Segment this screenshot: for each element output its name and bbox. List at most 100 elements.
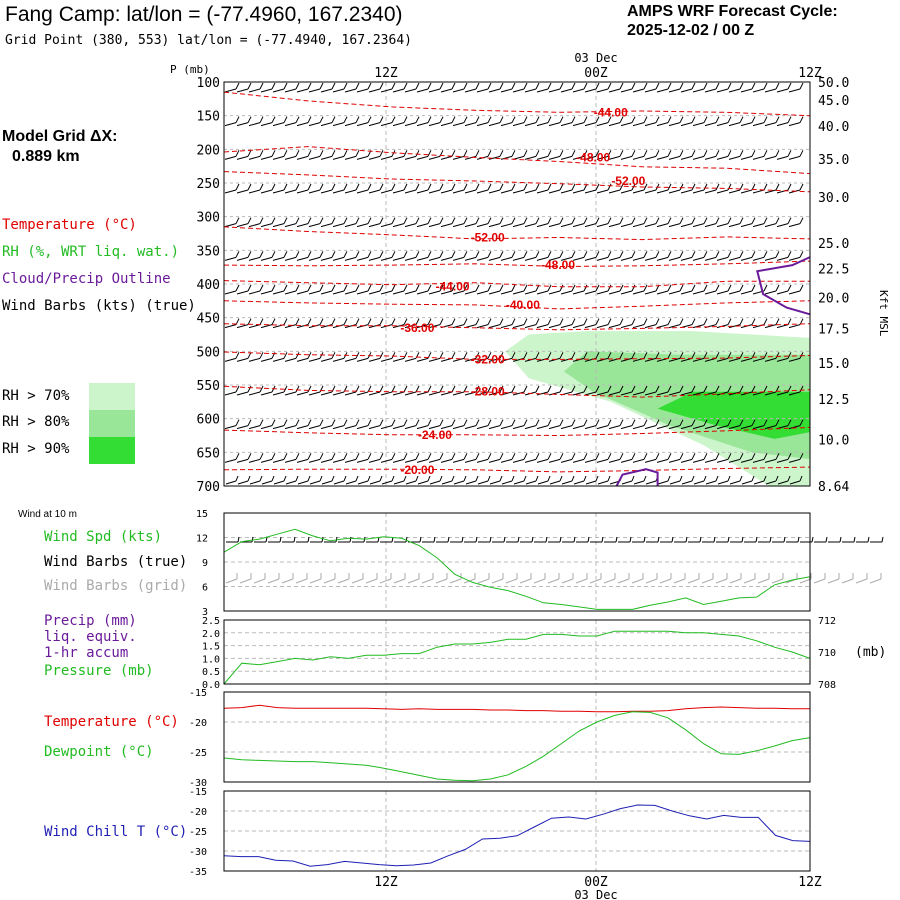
barb-flag — [439, 284, 444, 292]
upper-wind-barb — [332, 251, 348, 261]
forecast-cycle-label: AMPS WRF Forecast Cycle: — [627, 3, 838, 20]
barb-staff — [512, 122, 525, 127]
upper-wind-barb — [476, 251, 492, 261]
upper-wind-barb — [512, 453, 528, 463]
barb-staff — [440, 256, 453, 261]
barb-staff — [476, 122, 489, 127]
upper-wind-barb — [380, 453, 396, 463]
upper-wind-barb — [308, 217, 324, 228]
upper-wind-barb — [464, 352, 480, 362]
barb-staff — [464, 155, 477, 160]
upper-wind-barb — [572, 385, 588, 396]
barb-flag — [523, 419, 528, 426]
barb-staff — [693, 480, 705, 485]
barb-flag — [583, 150, 588, 157]
barb-staff — [596, 122, 609, 127]
barb-staff — [608, 290, 621, 295]
wind10m-barb-true — [562, 536, 576, 543]
barb-staff — [596, 357, 609, 362]
barb-flag — [295, 318, 300, 325]
barb-flag — [595, 385, 600, 393]
barb-staff — [596, 155, 609, 160]
upper-wind-barb — [248, 116, 264, 127]
barb-flag — [751, 475, 755, 482]
barb-staff — [788, 357, 801, 362]
upper-wind-barb — [332, 453, 348, 463]
upper-wind-barb — [224, 352, 240, 362]
barb-flag — [535, 150, 540, 157]
upper-wind-barb — [668, 284, 684, 295]
upper-wind-barb — [260, 82, 276, 93]
barb-flag — [403, 150, 408, 157]
barb-staff — [284, 425, 297, 430]
upper-wind-barb — [668, 352, 684, 362]
barb-flag — [461, 536, 464, 543]
barb-staff — [757, 578, 770, 584]
wind10m-barb-grid — [477, 573, 490, 584]
upper-wind-barb — [308, 453, 324, 463]
barb-flag — [367, 183, 372, 191]
barb-staff — [296, 425, 309, 430]
upper-wind-barb — [596, 82, 612, 93]
barb-flag — [463, 453, 468, 460]
barb-flag — [667, 352, 672, 359]
barb-flag — [667, 453, 672, 460]
barb-flag — [259, 251, 264, 258]
upper-wind-barb — [260, 284, 276, 295]
wind10m-barb-true — [688, 536, 702, 543]
barb-staff — [764, 122, 777, 127]
barb-staff — [728, 290, 741, 295]
barb-staff — [855, 578, 868, 584]
barb-flag — [499, 116, 504, 123]
barb-staff — [764, 458, 777, 463]
upper-wind-barb — [632, 217, 648, 228]
upper-wind-barb — [224, 183, 240, 194]
barb-flag — [403, 352, 408, 359]
barb-flag — [349, 536, 352, 543]
barb-flag — [715, 475, 719, 482]
upper-wind-barb — [356, 82, 372, 93]
upper-wind-barb — [284, 150, 300, 160]
upper-wind-barb — [368, 318, 384, 329]
barb-staff — [632, 324, 645, 329]
barb-staff — [248, 122, 261, 127]
barb-staff — [584, 189, 597, 194]
barb-flag — [667, 217, 672, 224]
barb-flag — [415, 251, 420, 258]
time-tick-label: 12Z — [798, 66, 822, 81]
barb-staff — [596, 256, 609, 261]
barb-flag — [583, 217, 588, 224]
upper-wind-barb — [596, 183, 612, 194]
barb-flag — [619, 352, 624, 359]
upper-wind-barb — [680, 217, 696, 228]
barb-staff — [464, 357, 477, 362]
upper-wind-barb — [356, 453, 372, 463]
upper-wind-barb — [296, 453, 312, 463]
barb-flag — [715, 116, 720, 123]
barb-flag — [787, 318, 792, 325]
temperature-contour-label: -32.00 — [471, 352, 505, 366]
barb-flag — [331, 116, 336, 123]
barb-flag — [727, 453, 732, 460]
barb-flag — [655, 318, 660, 325]
upper-wind-barb — [392, 453, 408, 463]
barb-staff — [524, 122, 537, 127]
barb-flag — [343, 150, 348, 157]
barb-flag — [699, 536, 702, 543]
barb-staff — [452, 324, 465, 329]
barb-staff — [488, 223, 501, 228]
upper-wind-barb — [776, 251, 792, 261]
upper-wind-barb — [272, 116, 288, 127]
upper-wind-barb — [332, 116, 348, 127]
upper-wind-barb — [368, 183, 384, 194]
barb-flag — [583, 251, 588, 258]
wind10m-barb-true — [436, 536, 450, 543]
upper-wind-barb — [572, 116, 588, 127]
barb-flag — [419, 536, 422, 543]
wind10m-barb-grid — [771, 573, 784, 584]
barb-flag — [547, 284, 552, 292]
barb-staff — [453, 480, 465, 485]
barb-flag — [607, 453, 612, 460]
upper-wind-barb — [284, 318, 300, 329]
barb-staff — [680, 458, 693, 463]
